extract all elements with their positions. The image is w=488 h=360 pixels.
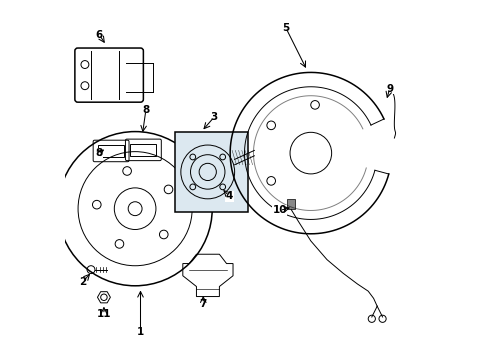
Text: 8: 8 — [96, 148, 102, 158]
Bar — [174, 132, 247, 212]
Text: 5: 5 — [282, 23, 289, 33]
Text: 1: 1 — [137, 327, 144, 337]
Text: 8: 8 — [142, 105, 149, 115]
Text: 4: 4 — [225, 191, 233, 201]
Text: 2: 2 — [79, 277, 86, 287]
Circle shape — [128, 202, 142, 216]
Text: 7: 7 — [199, 299, 206, 309]
Bar — [286, 199, 294, 210]
Text: 10: 10 — [272, 206, 286, 216]
Bar — [98, 145, 124, 157]
Text: 9: 9 — [386, 84, 392, 94]
Text: 11: 11 — [97, 310, 111, 319]
Text: 6: 6 — [96, 30, 102, 40]
Text: 3: 3 — [210, 112, 217, 122]
Bar — [130, 144, 156, 156]
